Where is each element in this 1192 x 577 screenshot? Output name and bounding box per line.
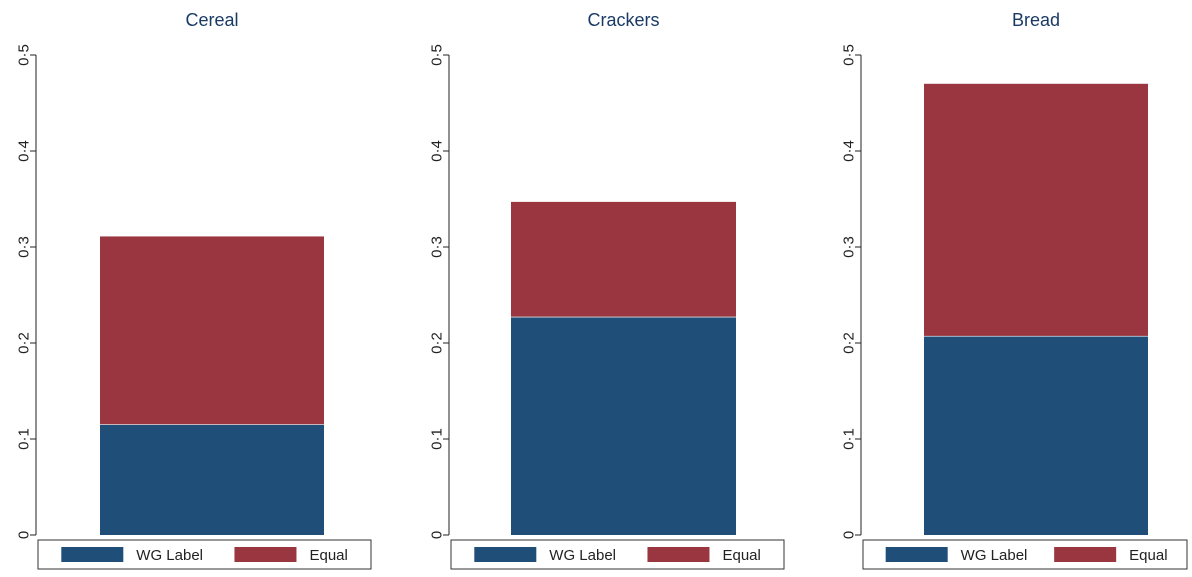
bar-segment-equal: [924, 83, 1148, 337]
legend-label-equal: Equal: [309, 547, 347, 564]
legend-label-equal: Equal: [722, 547, 760, 564]
y-tick-label: 0·5: [429, 44, 446, 66]
bar-segment-equal: [511, 201, 736, 318]
legend-swatch-wg-label: [474, 547, 537, 562]
legend-label-wg-label: WG Label: [549, 547, 616, 564]
y-tick-label: 0·1: [429, 428, 446, 450]
legend-swatch-wg-label: [885, 547, 948, 562]
y-tick-label: 0·3: [16, 236, 33, 258]
y-tick-label: 0·2: [429, 332, 446, 354]
y-tick-label: 0·2: [16, 332, 33, 354]
y-tick-label: 0·4: [16, 140, 33, 162]
legend-swatch-equal: [647, 547, 710, 562]
chart-title: Crackers: [587, 10, 659, 30]
legend-label-equal: Equal: [1129, 547, 1167, 564]
y-tick-label: 0: [16, 531, 33, 539]
chart-panel-3: Bread 0 0·1 0·2 0·3 0·4 0·5 WG Label Equal: [841, 10, 1188, 570]
bar-segment-wg-label: [100, 424, 324, 535]
y-tick-label: 0·3: [429, 236, 446, 258]
chart-title: Bread: [1012, 10, 1060, 30]
y-tick-label: 0·5: [841, 44, 858, 66]
legend-label-wg-label: WG Label: [136, 547, 203, 564]
legend-swatch-wg-label: [61, 547, 124, 562]
legend-swatch-equal: [234, 547, 297, 562]
legend-swatch-equal: [1054, 547, 1117, 562]
y-tick-label: 0·4: [429, 140, 446, 162]
bar-segment-equal: [100, 236, 324, 425]
y-tick-label: 0: [429, 531, 446, 539]
bar-segment-wg-label: [511, 317, 736, 535]
y-tick-label: 0·1: [16, 428, 33, 450]
y-tick-label: 0: [841, 531, 858, 539]
legend-label-wg-label: WG Label: [961, 547, 1028, 564]
y-tick-label: 0·4: [841, 140, 858, 162]
chart-title: Cereal: [185, 10, 238, 30]
y-tick-label: 0·3: [841, 236, 858, 258]
y-tick-label: 0·2: [841, 332, 858, 354]
chart-panel-1: Cereal 0 0·1 0·2 0·3 0·4 0·5 WG Label Equal: [16, 10, 372, 570]
y-tick-label: 0·5: [16, 44, 33, 66]
bar-segment-wg-label: [924, 336, 1148, 535]
y-tick-label: 0·1: [841, 428, 858, 450]
chart-panel-2: Crackers 0 0·1 0·2 0·3 0·4 0·5 WG Label Equal: [429, 10, 785, 570]
